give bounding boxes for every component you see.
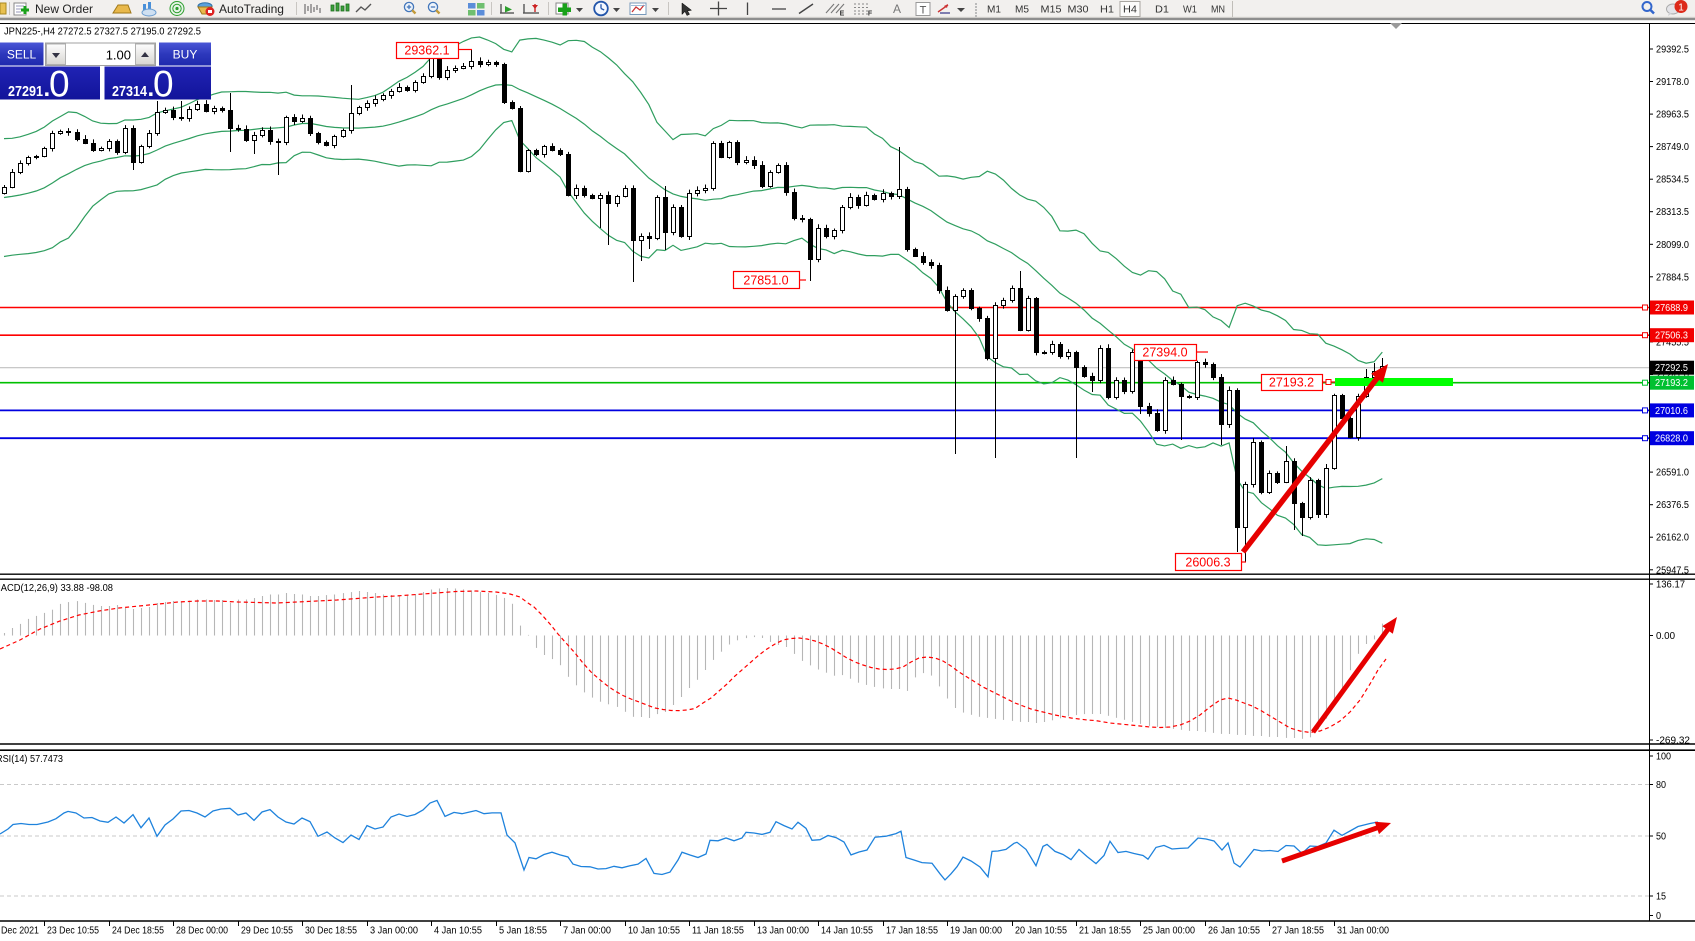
svg-text:136.17: 136.17 <box>1656 580 1685 591</box>
svg-text:27688.9: 27688.9 <box>1655 303 1688 314</box>
svg-text:80: 80 <box>1656 780 1666 791</box>
svg-text:21 Jan 18:55: 21 Jan 18:55 <box>1079 926 1131 937</box>
svg-text:28099.0: 28099.0 <box>1656 240 1689 251</box>
svg-text:H1: H1 <box>1100 4 1114 16</box>
svg-text:30 Dec 18:55: 30 Dec 18:55 <box>305 926 357 937</box>
svg-text:26162.0: 26162.0 <box>1656 533 1689 544</box>
svg-text:M5: M5 <box>1015 4 1029 16</box>
svg-text:27010.6: 27010.6 <box>1655 406 1688 417</box>
svg-text:SELL: SELL <box>7 48 37 62</box>
svg-text:T: T <box>920 5 927 17</box>
svg-text:27506.3: 27506.3 <box>1655 331 1688 342</box>
svg-text:0: 0 <box>153 64 174 105</box>
svg-text:-269.32: -269.32 <box>1656 736 1690 747</box>
svg-text:27193.2: 27193.2 <box>1655 378 1688 389</box>
svg-text:W1: W1 <box>1183 4 1197 16</box>
svg-text:JPN225-,H4 27272.5 27327.5 27: JPN225-,H4 27272.5 27327.5 27195.0 27292… <box>4 26 201 38</box>
svg-text:15: 15 <box>1656 892 1666 903</box>
svg-text:27884.5: 27884.5 <box>1656 272 1689 283</box>
svg-text:M15: M15 <box>1041 4 1062 16</box>
svg-text:27314: 27314 <box>112 83 148 100</box>
svg-text:29362.1: 29362.1 <box>404 44 449 58</box>
svg-text:0: 0 <box>1656 911 1661 922</box>
svg-text:28749.0: 28749.0 <box>1656 142 1689 153</box>
svg-text:27292.5: 27292.5 <box>1655 363 1688 374</box>
svg-text:27 Jan 18:55: 27 Jan 18:55 <box>1272 926 1324 937</box>
svg-text:20 Jan 10:55: 20 Jan 10:55 <box>1015 926 1067 937</box>
svg-text:28534.5: 28534.5 <box>1656 175 1689 186</box>
svg-text:19 Jan 00:00: 19 Jan 00:00 <box>950 926 1002 937</box>
svg-text:M30: M30 <box>1068 4 1089 16</box>
svg-text:27241.0: 27241.0 <box>1656 370 1689 381</box>
svg-text:F: F <box>868 11 873 18</box>
svg-text:D1: D1 <box>1155 4 1169 16</box>
svg-text:14 Jan 10:55: 14 Jan 10:55 <box>821 926 873 937</box>
svg-text:24 Dec 18:55: 24 Dec 18:55 <box>112 926 164 937</box>
svg-text:MACD(12,26,9) 33.88 -98.08: MACD(12,26,9) 33.88 -98.08 <box>0 583 113 594</box>
svg-text:M1: M1 <box>987 4 1001 16</box>
svg-text:1.00: 1.00 <box>106 48 131 63</box>
svg-text:23 Dec 10:55: 23 Dec 10:55 <box>47 926 99 937</box>
svg-text:31 Jan 00:00: 31 Jan 00:00 <box>1337 926 1389 937</box>
svg-text:H4: H4 <box>1123 4 1137 16</box>
svg-text:26376.5: 26376.5 <box>1656 500 1689 511</box>
svg-text:1: 1 <box>1678 3 1684 14</box>
svg-text:A: A <box>893 2 901 16</box>
svg-text:29392.5: 29392.5 <box>1656 45 1689 56</box>
svg-text:BUY: BUY <box>173 48 198 62</box>
svg-text:MN: MN <box>1211 4 1225 16</box>
svg-text:.: . <box>44 75 51 102</box>
svg-text:11 Jan 18:55: 11 Jan 18:55 <box>692 926 744 937</box>
svg-text:17 Jan 18:55: 17 Jan 18:55 <box>886 926 938 937</box>
svg-text:7 Jan 00:00: 7 Jan 00:00 <box>563 926 611 937</box>
svg-text:27394.0: 27394.0 <box>1142 346 1187 360</box>
svg-text:27455.5: 27455.5 <box>1656 337 1689 348</box>
svg-text:25947.5: 25947.5 <box>1656 565 1689 576</box>
svg-text:27193.2: 27193.2 <box>1269 376 1314 390</box>
svg-text:28 Dec 00:00: 28 Dec 00:00 <box>176 926 228 937</box>
svg-text:0: 0 <box>49 64 70 105</box>
svg-text:26 Jan 10:55: 26 Jan 10:55 <box>1208 926 1260 937</box>
svg-text:3 Jan 00:00: 3 Jan 00:00 <box>370 926 418 937</box>
svg-text:100: 100 <box>1656 752 1671 763</box>
svg-text:13 Jan 00:00: 13 Jan 00:00 <box>757 926 809 937</box>
svg-text:28963.5: 28963.5 <box>1656 110 1689 121</box>
svg-text:50: 50 <box>1656 832 1666 843</box>
svg-text:10 Jan 10:55: 10 Jan 10:55 <box>628 926 680 937</box>
svg-text:5 Jan 18:55: 5 Jan 18:55 <box>499 926 547 937</box>
svg-text:Dec 2021: Dec 2021 <box>1 926 39 937</box>
svg-text:E: E <box>840 11 845 18</box>
svg-text:27291: 27291 <box>8 83 43 100</box>
svg-text:27851.0: 27851.0 <box>743 274 788 288</box>
svg-text:26591.0: 26591.0 <box>1656 468 1689 479</box>
svg-text:4 Jan 10:55: 4 Jan 10:55 <box>434 926 482 937</box>
svg-text:0.00: 0.00 <box>1656 631 1675 642</box>
svg-text:New Order: New Order <box>35 2 93 16</box>
svg-text:26828.0: 26828.0 <box>1655 434 1688 445</box>
svg-text:.: . <box>148 75 155 102</box>
svg-text:26006.3: 26006.3 <box>1185 556 1230 570</box>
svg-text:25 Jan 00:00: 25 Jan 00:00 <box>1143 926 1195 937</box>
svg-text:29178.0: 29178.0 <box>1656 77 1689 88</box>
svg-text:28313.5: 28313.5 <box>1656 207 1689 218</box>
svg-text:AutoTrading: AutoTrading <box>219 2 284 16</box>
svg-text:RSI(14) 57.7473: RSI(14) 57.7473 <box>0 754 63 765</box>
svg-text:29 Dec 10:55: 29 Dec 10:55 <box>241 926 293 937</box>
